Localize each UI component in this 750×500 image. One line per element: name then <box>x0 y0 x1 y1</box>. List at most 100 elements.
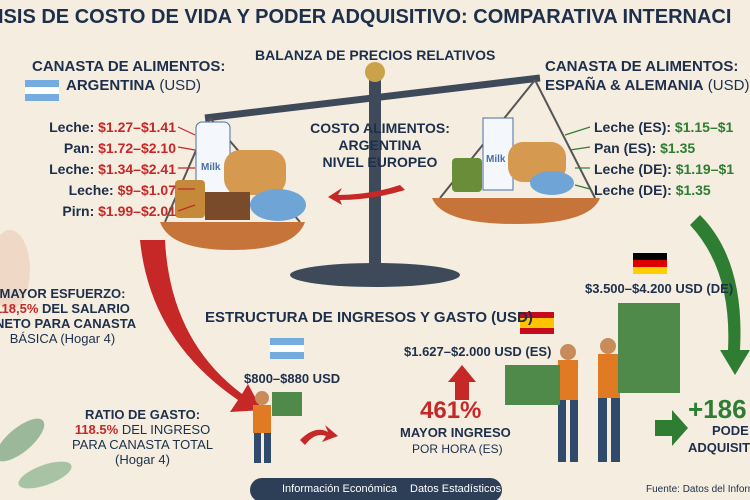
item-label: Pan: <box>63 140 95 156</box>
unit: (USD) <box>707 77 750 94</box>
item-label: Pirn: <box>62 203 95 219</box>
leaf <box>18 461 72 489</box>
green-arrow <box>690 215 750 375</box>
basket-heading: CANASTA DE ALIMENTOS: <box>545 58 739 75</box>
worker <box>505 344 578 462</box>
unit: (USD) <box>159 77 202 94</box>
item-price: $1.34–$2.41 <box>98 161 176 177</box>
heading: RATIO DE GASTO: <box>84 407 201 422</box>
note-line: COSTO ALIMENTOS: <box>310 120 450 136</box>
flag-spain <box>520 312 554 334</box>
country: ARGENTINA <box>66 77 156 94</box>
item-label: Leche: <box>49 161 95 177</box>
price-item: Leche (DE): $1.35 <box>594 182 711 198</box>
power-text: ADQUISITI <box>688 440 750 455</box>
item-price: $1.27–$1.41 <box>98 119 176 135</box>
scale-pivot <box>365 62 385 82</box>
price-item: Leche (ES): $1.15–$1 <box>594 119 733 135</box>
footer-link: Datos Estadísticos <box>410 483 502 495</box>
note-line: NIVEL EUROPEO <box>322 153 438 170</box>
item-price: $1.35 <box>660 140 696 156</box>
decor <box>0 230 30 310</box>
item-label: Leche (ES): <box>594 119 672 135</box>
scale-title: BALANZA DE PRECIOS RELATIVOS <box>255 47 496 63</box>
jar <box>175 180 205 218</box>
footer-link: Información Económica <box>282 483 397 495</box>
right-arrow <box>655 410 688 446</box>
hourly-text: POR HORA (ES) <box>412 442 503 456</box>
income-es: $1.627–$2.000 USD (ES) <box>404 344 552 359</box>
flag-argentina <box>25 80 59 101</box>
text: BÁSICA (Hogar 4) <box>9 330 116 346</box>
price-item: Pirn: $1.99–$2.01 <box>62 203 176 219</box>
item-price: $1.19–$1 <box>675 161 735 177</box>
ratio-note: RATIO DE GASTO: 118.5% DEL INGRESO PARA … <box>70 407 215 468</box>
power-text: PODE <box>712 423 749 438</box>
cookies <box>205 192 250 220</box>
price-item: Leche: $1.34–$2.41 <box>49 161 176 177</box>
rice-bowl <box>250 189 306 221</box>
bread <box>224 150 286 195</box>
flag-argentina <box>270 338 304 359</box>
effort-note: MAYOR ESFUERZO: 118,5% DEL SALARIO NETO … <box>0 286 137 347</box>
worker <box>598 303 680 462</box>
note-line: ARGENTINA <box>338 136 422 153</box>
rice-bowl <box>530 171 574 195</box>
basket-country: ESPAÑA & ALEMANIA (USD) <box>545 77 749 94</box>
milk-label: Milk <box>486 154 506 165</box>
milk-carton <box>482 117 514 191</box>
hourly-value: 461% <box>420 397 482 424</box>
income-ar: $800–$880 USD <box>244 371 341 386</box>
text: PARA CANASTA TOTAL <box>71 436 214 452</box>
price-item: Pan (ES): $1.35 <box>594 140 695 156</box>
price-item: Pan: $1.72–$2.10 <box>64 140 176 156</box>
item-label: Leche: <box>49 119 95 135</box>
footer-pill <box>250 478 502 500</box>
heading: MAYOR ESFUERZO: <box>0 286 126 301</box>
highlight: 118,5% <box>0 300 39 316</box>
price-item: Leche (DE): $1.19–$1 <box>594 161 734 177</box>
right-pan <box>432 198 600 224</box>
title: ISIS DE COSTO DE VIDA Y PODER ADQUISITIV… <box>0 6 732 28</box>
item-price: $1.35 <box>675 182 711 198</box>
power-value: +186 <box>688 394 747 424</box>
item-label: Leche (DE): <box>594 182 672 198</box>
country: ESPAÑA & ALEMANIA <box>545 77 704 94</box>
center-note: COSTO ALIMENTOS: ARGENTINA NIVEL EUROPEO <box>300 120 460 170</box>
arrow <box>328 185 405 205</box>
down-arrow <box>140 240 262 412</box>
item-price: $9–$1.07 <box>117 182 176 198</box>
highlight: 118.5% <box>74 421 119 437</box>
basket-country: ARGENTINA (USD) <box>66 77 201 94</box>
basket-heading: CANASTA DE ALIMENTOS: <box>32 58 226 75</box>
price-item: Leche: $1.27–$1.41 <box>49 119 176 135</box>
price-item: Leche: $9–$1.07 <box>69 182 176 198</box>
item-label: Leche (DE): <box>594 161 672 177</box>
chain <box>534 79 596 199</box>
item-price: $1.99–$2.01 <box>98 203 176 219</box>
scale-pole <box>369 70 381 270</box>
up-arrow <box>448 365 476 400</box>
flag-germany <box>633 253 667 274</box>
text: DEL SALARIO <box>42 300 130 316</box>
text: DEL INGRESO <box>121 421 211 437</box>
worker <box>253 391 302 463</box>
connectors <box>177 126 196 212</box>
leaf <box>0 418 45 462</box>
income-title: ESTRUCTURA DE INGRESOS Y GASTO (USD) <box>205 309 533 326</box>
scale-base <box>290 263 460 287</box>
text: NETO PARA CANASTA <box>0 315 137 331</box>
arrow <box>300 425 338 445</box>
footer-source: Fuente: Datos del Inform <box>646 484 750 495</box>
left-pan <box>160 222 305 250</box>
item-label: Leche: <box>68 182 114 198</box>
scale-beam <box>204 74 541 122</box>
jar <box>452 158 482 192</box>
item-price: $1.72–$2.10 <box>98 140 176 156</box>
text: (Hogar 4) <box>115 451 170 467</box>
hourly-text: MAYOR INGRESO <box>400 425 511 440</box>
income-de: $3.500–$4.200 USD (DE) <box>585 281 734 296</box>
item-price: $1.15–$1 <box>674 119 734 135</box>
